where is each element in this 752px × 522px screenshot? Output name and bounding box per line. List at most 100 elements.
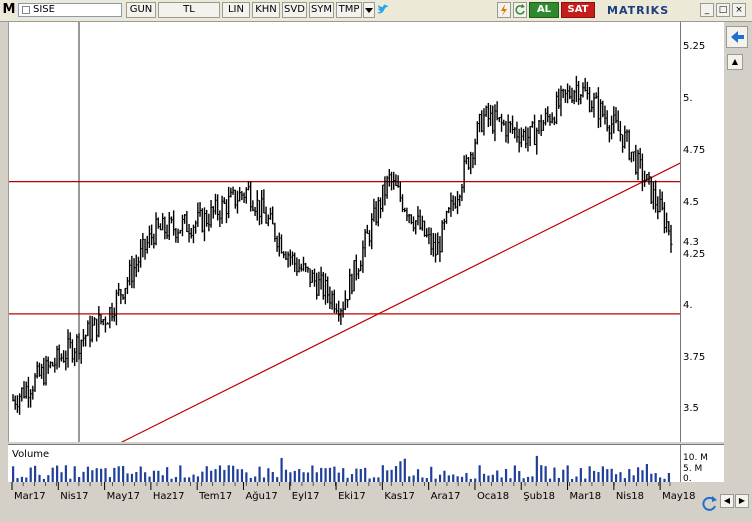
volume-bar [240,469,244,482]
back-arrow-icon[interactable] [726,26,748,48]
volume-bar [333,466,336,482]
volume-bar [425,478,428,482]
volume-bar [350,474,354,482]
dropdown-arrow-icon[interactable] [363,2,375,18]
volume-bar [557,477,560,482]
volume-bar [16,478,19,482]
volume-bar [139,466,142,482]
volume-bar [210,470,213,482]
volume-bar [183,477,186,482]
volume-bar [610,468,613,482]
scroll-up-icon[interactable]: ▲ [727,54,743,70]
volume-bar [500,477,503,482]
period-button[interactable]: GUN [126,2,156,18]
volume-bar [289,472,292,482]
volume-bar [126,473,129,482]
buy-button[interactable]: AL [529,2,559,18]
volume-bar [161,475,164,482]
volume-bar [368,478,371,482]
symbol-value: SISE [33,4,55,15]
svd-button[interactable]: SVD [282,2,307,18]
volume-bar [654,473,657,482]
currency-button[interactable]: TL [158,2,220,18]
volume-bar [262,477,266,482]
symbol-checkbox[interactable] [22,6,30,14]
volume-bar [29,467,32,482]
refresh-icon[interactable] [513,2,527,18]
price-chart[interactable] [8,22,680,442]
template-button[interactable]: TMP [336,2,362,18]
linear-button[interactable]: LIN [222,2,250,18]
volume-bar [258,466,261,482]
sell-button[interactable]: SAT [561,2,595,18]
volume-bar [232,465,235,482]
price-tick: 5. [683,93,693,104]
volume-bar [254,476,257,482]
volume-bar [487,475,490,482]
volume-bar [478,465,481,482]
volume-bar [474,478,477,482]
volume-bar [421,477,424,482]
volume-bar [170,478,173,482]
volume-bar [535,455,538,482]
time-label: Ara17 [430,491,461,502]
volume-bar [82,471,85,482]
volume-tick: 0. [683,474,692,484]
volume-bar [214,469,217,482]
symbol-button[interactable]: SYM [309,2,334,18]
maximize-icon[interactable]: □ [716,3,730,17]
volume-bar [632,475,635,482]
volume-bar [306,472,310,482]
volume-bar [245,472,248,482]
time-label: May17 [106,491,140,502]
volume-bar [47,475,50,482]
scroll-left-icon[interactable]: ◀ [720,494,734,508]
time-label: Haz17 [152,491,185,502]
volume-bar [148,476,151,482]
volume-bar [614,474,618,482]
price-tick: 4.3 [683,237,699,248]
sync-icon[interactable] [700,494,720,514]
minimize-icon[interactable]: _ [700,3,714,17]
volume-bar [394,466,398,482]
volume-bar [456,476,459,482]
app-logo[interactable]: M [2,2,16,17]
scroll-right-icon[interactable]: ▶ [735,494,749,508]
volume-bar [430,466,433,482]
time-label: Eyl17 [291,491,320,502]
volume-axis: 10. M 5. M 0. [680,444,724,484]
volume-bar [447,475,450,482]
right-panel: ▲ [724,22,752,492]
volume-bar [60,472,63,482]
fast-icon[interactable] [497,2,511,18]
candle-button[interactable]: KHN [252,2,280,18]
volume-bar [86,466,90,482]
time-label: Ağu17 [245,491,278,502]
volume-bar [355,468,358,482]
volume-chart[interactable]: Volume [8,444,680,482]
volume-bar [597,472,600,482]
volume-bar [179,465,182,482]
time-label: Kas17 [384,491,415,502]
volume-bar [34,465,37,482]
time-axis: Mar17 Nis17 May17 Haz17 Tem17 Ağu17 Eyl17 Eki17… [8,482,724,522]
volume-bar [227,465,230,482]
volume-bar [636,467,640,482]
volume-bar [592,470,596,482]
volume-bar [491,474,494,482]
time-label: Oca18 [476,491,510,502]
volume-bar [562,469,565,482]
close-icon[interactable]: × [732,3,746,17]
volume-bar [496,470,499,482]
volume-title: Volume [12,449,50,460]
volume-bar [267,468,270,482]
volume-bar [408,476,411,482]
volume-bar [166,467,169,482]
time-label: Nis18 [615,491,645,502]
volume-bar [223,469,226,482]
volume-bar [78,476,81,482]
volume-bar [372,477,376,482]
twitter-icon[interactable] [376,2,390,18]
volume-bar [570,478,574,482]
symbol-input[interactable]: SISE [18,3,122,17]
